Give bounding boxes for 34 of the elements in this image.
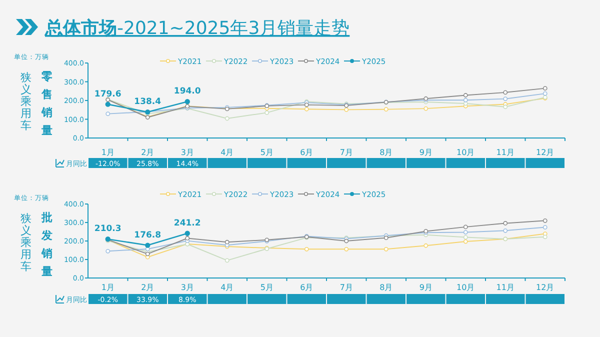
data-label: 194.0	[174, 86, 201, 97]
x-tick-label: 4月	[220, 283, 234, 292]
data-label: 138.4	[134, 97, 162, 108]
x-tick-label: 5月	[260, 148, 274, 157]
data-label: 241.2	[174, 218, 201, 228]
x-tick-label: 6月	[300, 283, 314, 292]
data-label: 179.6	[94, 89, 122, 100]
x-tick-label: 7月	[340, 148, 353, 157]
x-tick-label: 3月	[180, 283, 194, 292]
x-tick-label: 8月	[380, 283, 393, 292]
data-label: 176.8	[134, 230, 162, 240]
y-axis-title: 批发销量	[40, 211, 52, 278]
x-tick-label: 1月	[101, 148, 114, 157]
x-tick-label: 11月	[496, 283, 514, 292]
x-tick-label: 8月	[380, 148, 393, 157]
x-tick-label: 6月	[300, 148, 314, 157]
x-tick-label: 12月	[536, 148, 554, 157]
x-tick-label: 2月	[141, 148, 154, 157]
x-tick-label: 3月	[180, 148, 194, 157]
x-tick-label: 5月	[260, 283, 274, 292]
x-tick-label: 10月	[456, 283, 475, 292]
x-tick-label: 10月	[456, 148, 475, 157]
x-tick-label: 12月	[536, 283, 554, 292]
data-label: 210.3	[94, 224, 122, 234]
x-tick-label: 4月	[220, 148, 234, 157]
x-tick-label: 11月	[496, 148, 514, 157]
x-tick-label: 9月	[419, 148, 432, 157]
x-tick-label: 7月	[340, 283, 353, 292]
text: 狭义乘用车	[20, 212, 32, 273]
x-tick-label: 9月	[419, 283, 432, 292]
y-axis-title: 零售销量	[40, 70, 52, 137]
text: 狭义乘用车	[20, 71, 32, 132]
x-tick-label: 1月	[101, 283, 114, 292]
x-tick-label: 2月	[141, 283, 154, 292]
